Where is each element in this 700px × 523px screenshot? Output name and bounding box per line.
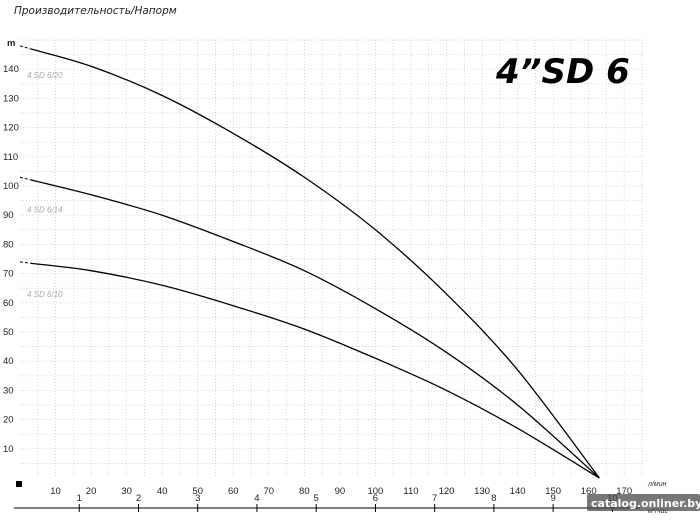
x-tick-label: 70 xyxy=(264,486,275,497)
series-line xyxy=(30,179,600,479)
grid xyxy=(20,39,643,478)
x-tick-label: 140 xyxy=(510,486,526,497)
x2-tick-label: 2 xyxy=(136,493,141,504)
x2-axis-unit: м³/час xyxy=(648,508,669,515)
x2-tick-label: 8 xyxy=(491,493,496,504)
series-layer xyxy=(19,45,600,479)
x2-tick-label: 9 xyxy=(550,493,555,504)
series-start-dash xyxy=(19,261,31,264)
x2-tick-label: 5 xyxy=(314,493,319,504)
x-tick-label: 60 xyxy=(228,486,239,497)
x2-tick-label: 6 xyxy=(373,493,378,504)
x-tick-label: 20 xyxy=(86,486,97,497)
x-tick-label: 130 xyxy=(474,486,490,497)
x-axis-unit: л/мин xyxy=(647,481,667,488)
series-line xyxy=(30,262,600,479)
x-tick-label: 170 xyxy=(616,486,632,497)
model-label: 4”SD 6 xyxy=(495,52,630,92)
y-tick-label: 70 xyxy=(3,269,14,280)
x-tick-label: 150 xyxy=(545,486,561,497)
y-tick-label: 90 xyxy=(3,210,14,221)
series-label: 4 SD 6/10 xyxy=(27,290,63,299)
axes xyxy=(14,504,640,512)
chart-title: Производительность/Напорм xyxy=(14,5,177,17)
y-tick-label: 100 xyxy=(3,181,19,192)
y-tick-label: 30 xyxy=(3,385,14,396)
y-tick-label: 20 xyxy=(3,415,14,426)
y-tick-label: 80 xyxy=(3,239,14,250)
x-tick-label: 160 xyxy=(581,486,597,497)
x-tick-label: 110 xyxy=(403,486,418,497)
y-tick-label: 40 xyxy=(3,356,14,367)
x2-tick-label: 4 xyxy=(254,493,259,504)
y-tick-label: 110 xyxy=(3,152,18,163)
series-line xyxy=(30,48,600,479)
x-tick-label: 120 xyxy=(439,486,455,497)
y-tick-label: 140 xyxy=(3,64,19,75)
x-tick-label: 90 xyxy=(335,486,346,497)
x2-tick-label: 1 xyxy=(77,493,82,504)
watermark: catalog.onliner.by xyxy=(591,497,700,510)
series-label: 4 SD 6/14 xyxy=(27,205,63,214)
watermark-bg xyxy=(587,494,700,511)
x-tick-label: 50 xyxy=(192,486,203,497)
x-tick-label: 80 xyxy=(299,486,310,497)
y-tick-label: 10 xyxy=(3,444,14,455)
y-tick-label: 60 xyxy=(3,298,14,309)
x-tick-label: 40 xyxy=(157,486,168,497)
x-tick-label: 10 xyxy=(50,486,61,497)
series-start-dash xyxy=(19,45,31,50)
x2-tick-label: 7 xyxy=(432,493,437,504)
y-tick-label: 120 xyxy=(3,123,19,134)
series-label: 4 SD 6/20 xyxy=(27,71,63,80)
x-tick-label: 100 xyxy=(367,486,383,497)
y-tick-label: 50 xyxy=(3,327,14,338)
y-tick-label: 130 xyxy=(3,93,19,104)
x-tick-label: 30 xyxy=(121,486,132,497)
x2-tick-label: 3 xyxy=(195,493,200,504)
series-start-dash xyxy=(19,176,31,181)
y-axis-label: m xyxy=(7,38,15,49)
origin-marker xyxy=(16,481,22,487)
